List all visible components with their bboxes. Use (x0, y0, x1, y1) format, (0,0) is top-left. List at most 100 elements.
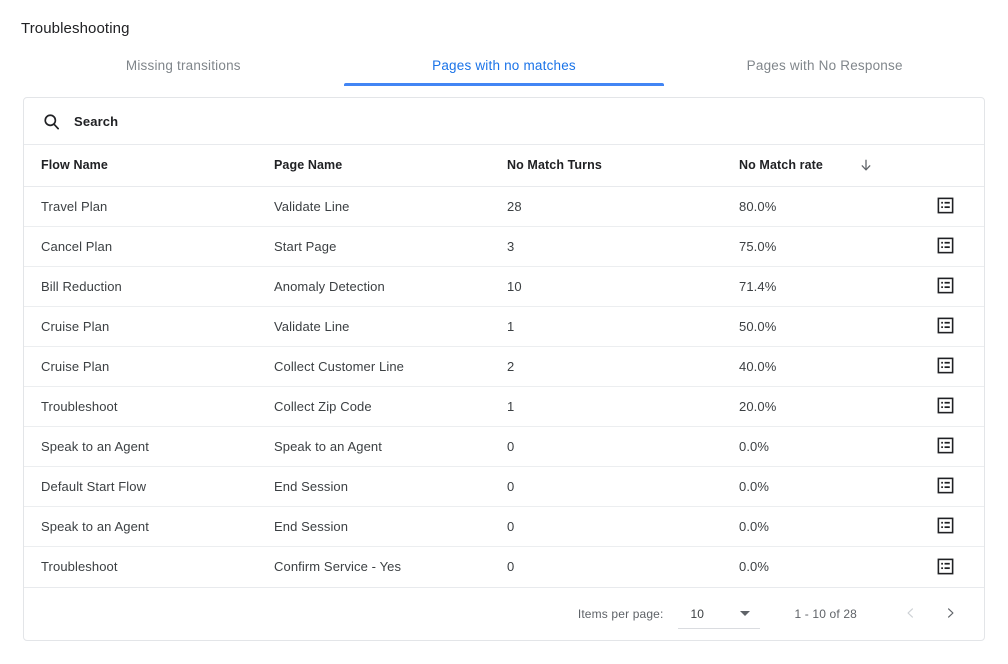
table-row[interactable]: Bill Reduction Anomaly Detection 10 71.4… (24, 265, 984, 306)
cell-flow-name: Speak to an Agent (24, 425, 257, 466)
table-row[interactable]: Speak to an Agent Speak to an Agent 0 0.… (24, 425, 984, 466)
cell-page-name: Confirm Service - Yes (257, 545, 490, 586)
cell-no-match-rate: 0.0% (722, 545, 916, 586)
cell-no-match-turns: 2 (490, 345, 722, 386)
table-header-row: Flow Name Page Name No Match Turns No Ma… (24, 145, 984, 187)
list-details-icon[interactable] (933, 394, 957, 418)
results-card: Flow Name Page Name No Match Turns No Ma… (23, 97, 985, 641)
cell-flow-name: Cancel Plan (24, 225, 257, 266)
list-details-icon[interactable] (933, 314, 957, 338)
column-header-label: No Match Turns (507, 158, 602, 173)
list-details-icon[interactable] (933, 194, 957, 218)
cell-page-name: Collect Zip Code (257, 385, 490, 426)
cell-no-match-rate: 20.0% (722, 385, 916, 426)
column-header-label: Page Name (274, 158, 343, 173)
cell-action[interactable] (916, 305, 984, 346)
tab-pages-with-no-matches[interactable]: Pages with no matches (343, 46, 665, 86)
cell-page-name: Anomaly Detection (257, 265, 490, 306)
cell-flow-name: Speak to an Agent (24, 505, 257, 546)
cell-no-match-rate: 71.4% (722, 265, 916, 306)
items-per-page-value: 10 (690, 606, 705, 621)
list-details-icon[interactable] (933, 354, 957, 378)
cell-flow-name: Troubleshoot (24, 385, 257, 426)
list-details-icon[interactable] (933, 434, 957, 458)
column-header-flow-name[interactable]: Flow Name (24, 145, 257, 187)
cell-no-match-rate: 0.0% (722, 425, 916, 466)
cell-action[interactable] (916, 345, 984, 386)
cell-flow-name: Cruise Plan (24, 345, 257, 386)
cell-flow-name: Default Start Flow (24, 465, 257, 506)
cell-action[interactable] (916, 186, 984, 226)
cell-page-name: Start Page (257, 225, 490, 266)
cell-no-match-turns: 28 (507, 198, 522, 214)
cell-page-name: Collect Customer Line (257, 345, 490, 386)
cell-page-name: Validate Line (274, 198, 350, 214)
cell-action[interactable] (916, 505, 984, 546)
tab-missing-transitions[interactable]: Missing transitions (23, 46, 344, 86)
cell-no-match-turns: 0 (490, 505, 722, 546)
cell-no-match-turns: 0 (490, 545, 722, 586)
column-header-no-match-rate[interactable]: No Match rate (722, 145, 916, 187)
paginator: Items per page: 10 1 - 10 of 28 (24, 587, 984, 640)
next-page-button[interactable] (930, 594, 970, 634)
column-header-no-match-turns[interactable]: No Match Turns (490, 145, 722, 187)
tab-bar: Missing transitions Pages with no matche… (23, 46, 985, 86)
cell-action[interactable] (916, 545, 984, 586)
tab-label: Missing transitions (125, 58, 241, 73)
chevron-left-icon (904, 603, 917, 626)
items-per-page-select[interactable]: 10 (678, 599, 761, 629)
list-details-icon[interactable] (933, 554, 957, 578)
cell-page-name: End Session (257, 505, 490, 546)
table-row[interactable]: Travel Plan Validate Line 28 80.0% (24, 186, 984, 226)
table-row[interactable]: Default Start Flow End Session 0 0.0% (24, 465, 984, 506)
table-row[interactable]: Troubleshoot Confirm Service - Yes 0 0.0… (24, 545, 984, 586)
cell-no-match-turns: 1 (490, 305, 722, 346)
list-details-icon[interactable] (933, 474, 957, 498)
list-details-icon[interactable] (933, 514, 957, 538)
search-input[interactable] (74, 98, 967, 144)
search-icon (41, 111, 61, 131)
cell-action[interactable] (916, 225, 984, 266)
cell-page-name: Validate Line (257, 305, 490, 346)
table-row[interactable]: Speak to an Agent End Session 0 0.0% (24, 505, 984, 546)
cell-no-match-rate: 80.0% (739, 198, 777, 214)
table-header: Flow Name Page Name No Match Turns No Ma… (24, 145, 984, 187)
cell-action[interactable] (916, 265, 984, 306)
cell-no-match-turns: 1 (490, 385, 722, 426)
cell-no-match-rate: 0.0% (722, 465, 916, 506)
no-match-table: Flow Name Page Name No Match Turns No Ma… (24, 145, 984, 586)
cell-no-match-rate: 40.0% (722, 345, 916, 386)
tab-underline (23, 83, 344, 86)
tab-underline-active (343, 83, 665, 86)
cell-no-match-rate: 50.0% (722, 305, 916, 346)
list-details-icon[interactable] (933, 274, 957, 298)
previous-page-button[interactable] (890, 594, 930, 634)
cell-no-match-turns: 0 (490, 465, 722, 506)
search-row[interactable] (24, 98, 984, 145)
caret-down-icon (740, 611, 751, 616)
table-row[interactable]: Cruise Plan Collect Customer Line 2 40.0… (24, 345, 984, 386)
pagination-range-label: 1 - 10 of 28 (794, 607, 857, 621)
arrow-downward-icon[interactable] (857, 156, 875, 174)
column-header-page-name[interactable]: Page Name (257, 145, 490, 187)
cell-flow-name: Troubleshoot (24, 545, 257, 586)
table-row[interactable]: Troubleshoot Collect Zip Code 1 20.0% (24, 385, 984, 426)
column-header-actions (916, 145, 984, 187)
cell-no-match-turns: 10 (490, 265, 722, 306)
cell-action[interactable] (916, 385, 984, 426)
cell-page-name: End Session (257, 465, 490, 506)
tab-label: Pages with no matches (432, 58, 576, 73)
cell-action[interactable] (916, 465, 984, 506)
tab-underline (664, 83, 985, 86)
cell-action[interactable] (916, 425, 984, 466)
tab-pages-with-no-response[interactable]: Pages with No Response (664, 46, 985, 86)
list-details-icon[interactable] (933, 234, 957, 258)
cell-flow-name: Bill Reduction (24, 265, 257, 306)
table-row[interactable]: Cancel Plan Start Page 3 75.0% (24, 225, 984, 266)
table-row[interactable]: Cruise Plan Validate Line 1 50.0% (24, 305, 984, 346)
cell-no-match-turns: 0 (490, 425, 722, 466)
cell-flow-name: Travel Plan (41, 198, 108, 214)
tab-label: Pages with No Response (746, 58, 903, 73)
column-header-label: No Match rate (739, 158, 823, 173)
